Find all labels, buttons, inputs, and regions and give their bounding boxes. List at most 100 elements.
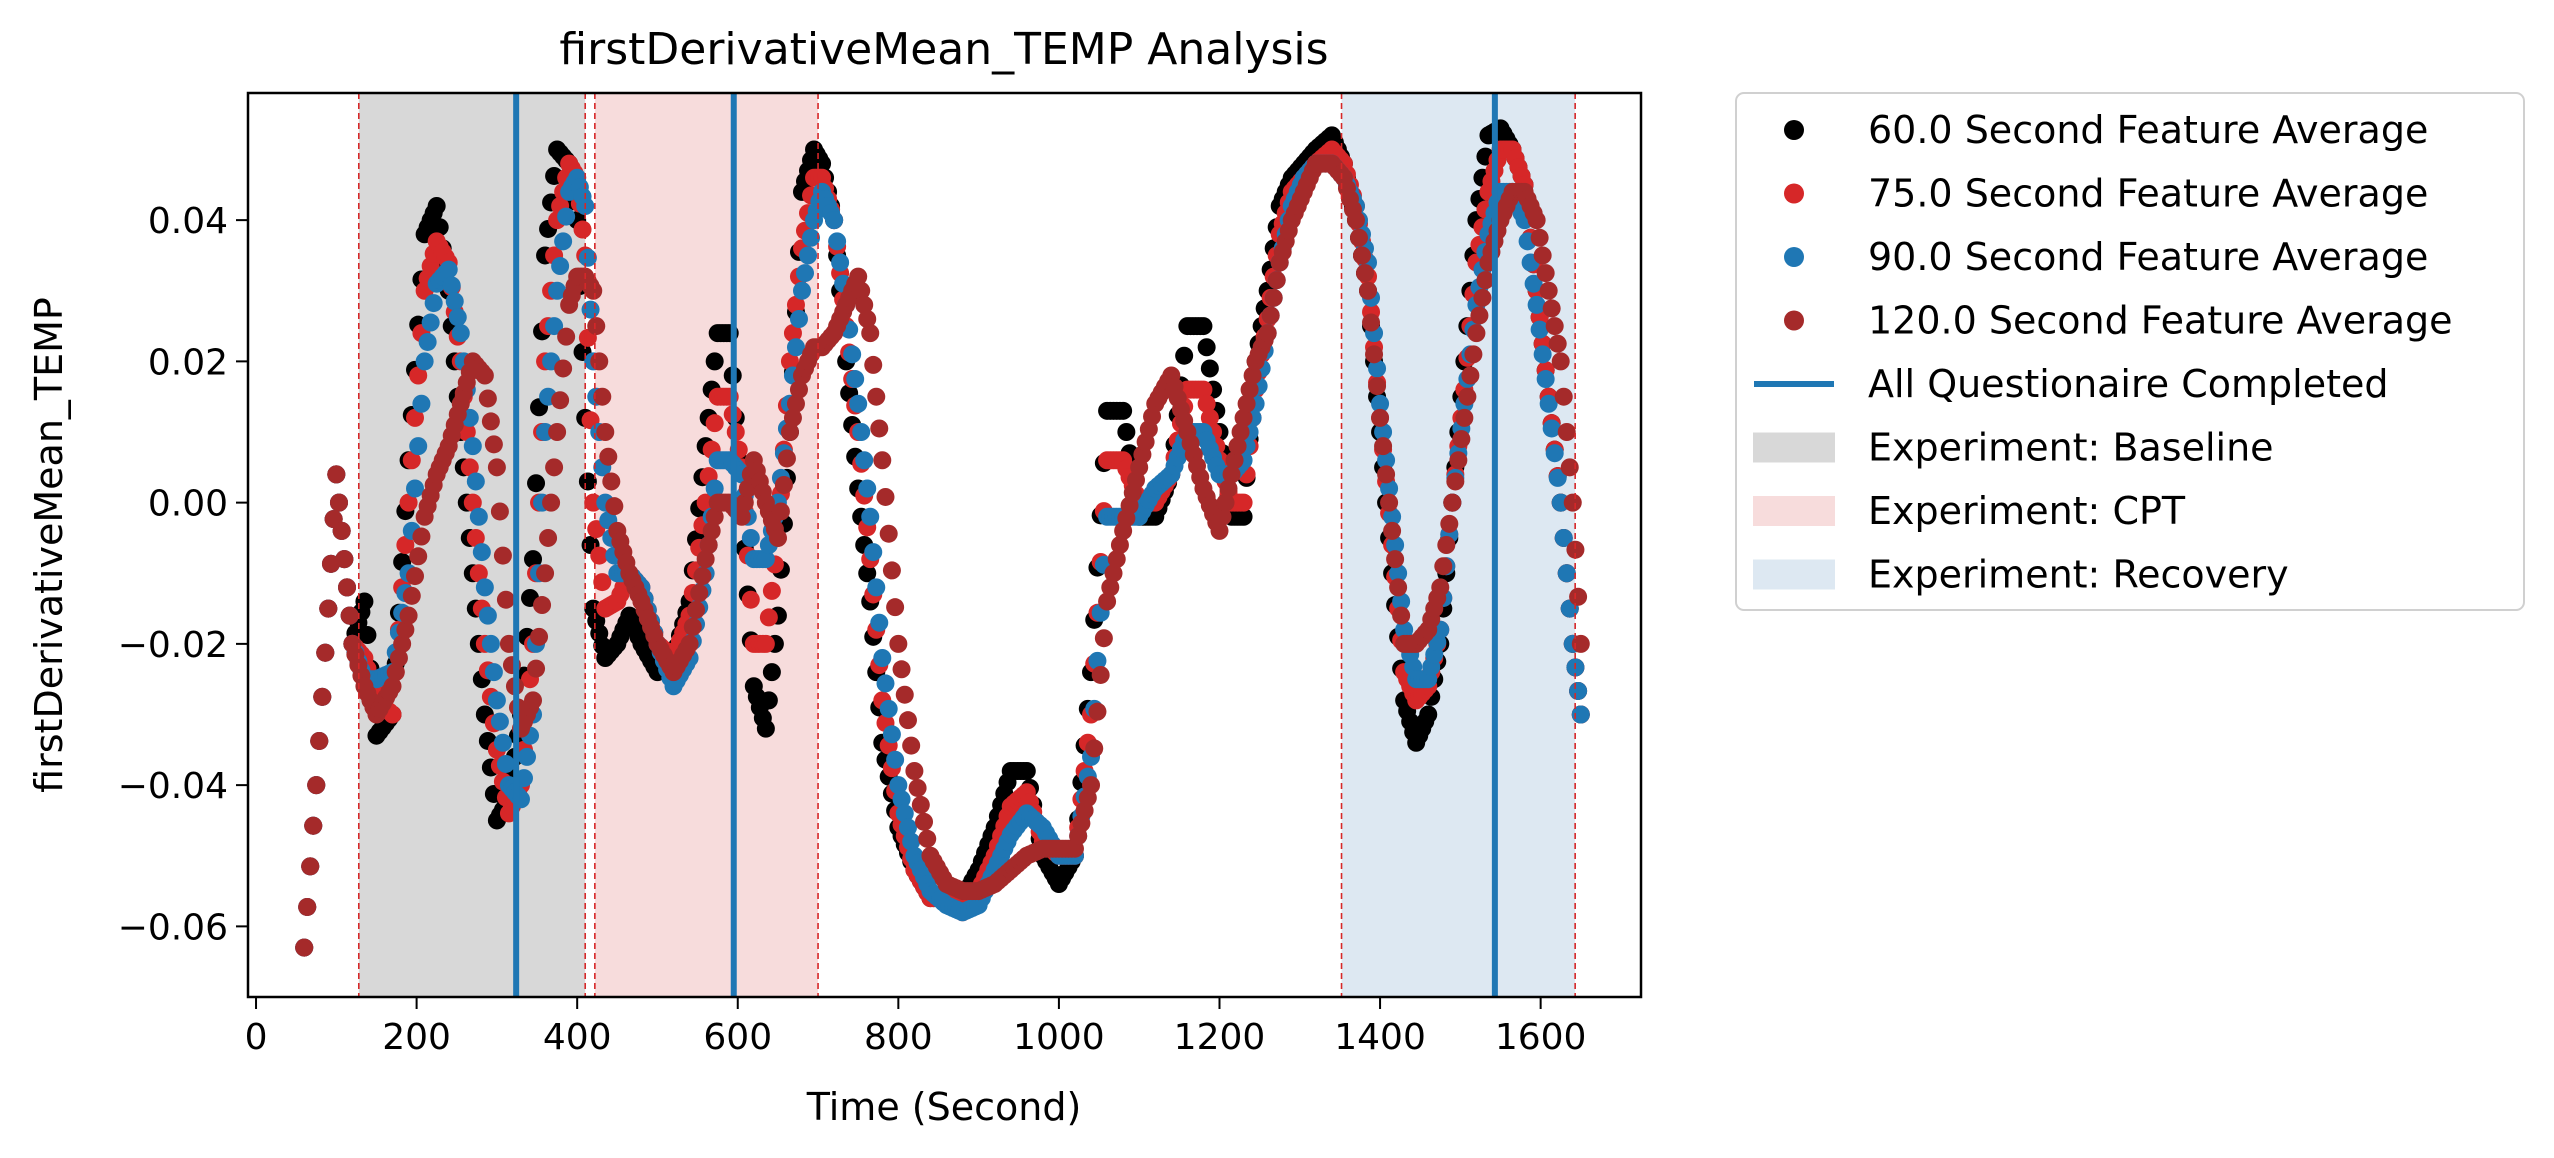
series-4-point <box>1225 451 1244 470</box>
series-4-point <box>327 465 346 484</box>
series-4-point <box>329 493 348 512</box>
series-layer <box>295 119 1590 957</box>
series-2-point <box>396 536 415 554</box>
series-4-point <box>490 502 509 521</box>
series-2-point <box>1200 408 1219 427</box>
series-4 <box>295 154 1590 957</box>
series-4-point <box>1389 578 1408 597</box>
series-4-point <box>313 687 332 706</box>
series-4-point <box>1569 587 1588 606</box>
series-3-point <box>475 578 494 597</box>
series-4-point <box>915 812 934 831</box>
series-3-point <box>828 232 847 251</box>
series-4-point <box>1566 540 1585 559</box>
series-3-point <box>1389 564 1408 583</box>
series-4-point <box>849 267 868 286</box>
series-3-point <box>882 725 901 744</box>
series-4-point <box>882 561 901 580</box>
series-4-point <box>590 352 609 371</box>
series-3-point <box>867 578 886 597</box>
series-3-point <box>493 733 512 752</box>
series-3-point <box>1554 528 1573 547</box>
series-4-point <box>1094 629 1113 648</box>
series-3-point <box>861 507 880 526</box>
legend-label: 90.0 Second Feature Average <box>1868 235 2428 279</box>
series-4-point <box>1213 507 1232 526</box>
series-4-point <box>702 521 721 540</box>
series-4-point <box>690 584 709 603</box>
series-4-point <box>1542 299 1561 318</box>
series-3-point <box>415 352 434 371</box>
series-2-point <box>1197 394 1216 413</box>
series-3-point <box>799 246 818 265</box>
series-4-point <box>319 599 338 618</box>
series-4-point <box>1264 288 1283 307</box>
series-3-point <box>551 257 570 276</box>
series-4-point <box>1349 228 1368 247</box>
series-4-point <box>1377 465 1396 484</box>
series-4-point <box>876 487 895 506</box>
legend-marker <box>1784 183 1804 204</box>
series-3-point <box>469 507 488 526</box>
series-4-point <box>911 795 930 814</box>
series-4-point <box>545 458 564 477</box>
series-1-point <box>1419 705 1438 724</box>
y-tick-label: −0.02 <box>118 625 228 666</box>
series-3-point <box>843 345 862 364</box>
series-4-point <box>735 493 754 512</box>
series-3-point <box>578 248 597 267</box>
series-4-point <box>295 938 314 957</box>
series-4-point <box>335 550 354 569</box>
series-3-point <box>409 437 428 456</box>
series-4-point <box>593 387 612 406</box>
x-axis-ticks: 0 200 400 600 800 1000 1200 1400 1600 <box>245 997 1587 1058</box>
series-4-point <box>1237 394 1256 413</box>
series-4-point <box>1545 317 1564 336</box>
series-3-point <box>478 606 497 625</box>
series-4-point <box>412 527 431 546</box>
series-4-point <box>1563 493 1582 512</box>
series-3-point <box>421 313 440 332</box>
series-3-point <box>448 308 467 327</box>
series-4-point <box>1437 536 1456 554</box>
series-2-point <box>1234 493 1253 512</box>
y-axis-ticks: −0.06 −0.04 −0.02 0.00 0.02 0.04 <box>118 201 248 948</box>
x-tick-label: 0 <box>245 1017 268 1058</box>
series-1-point <box>1197 338 1216 357</box>
series-4-point <box>551 391 570 410</box>
series-4-point <box>895 685 914 704</box>
series-3-point <box>466 472 485 491</box>
series-3-point <box>858 479 877 498</box>
series-4-point <box>1536 264 1555 283</box>
series-4-point <box>783 408 802 427</box>
series-2-point <box>590 546 609 565</box>
series-4-point <box>1222 465 1241 484</box>
series-4-point <box>599 447 618 466</box>
series-4-point <box>918 829 937 848</box>
series-4-point <box>1461 366 1480 385</box>
series-3-point <box>1548 468 1567 487</box>
series-4-point <box>1104 564 1123 583</box>
series-4-point <box>1470 306 1489 325</box>
series-4-point <box>478 389 497 408</box>
series-3-point <box>1368 359 1387 378</box>
series-4-point <box>298 897 317 916</box>
series-3-point <box>1533 345 1552 364</box>
series-4-point <box>1386 550 1405 569</box>
legend: 60.0 Second Feature Average 75.0 Second F… <box>1735 92 2525 611</box>
series-2-point <box>593 573 612 592</box>
series-3-point <box>792 281 811 300</box>
legend-marker <box>1784 247 1804 267</box>
series-2-point <box>780 352 799 371</box>
legend-patch <box>1753 559 1835 590</box>
series-3-point <box>548 281 567 300</box>
series-3-point <box>554 232 573 251</box>
series-1-point <box>762 663 781 682</box>
series-2-point <box>466 528 485 547</box>
series-4-point <box>316 643 335 662</box>
series-3-point <box>849 394 868 413</box>
series-4-point <box>1267 271 1286 290</box>
series-4-point <box>1219 479 1238 498</box>
x-tick-label: 1600 <box>1495 1017 1587 1058</box>
shaded-region-3 <box>1341 93 1576 997</box>
